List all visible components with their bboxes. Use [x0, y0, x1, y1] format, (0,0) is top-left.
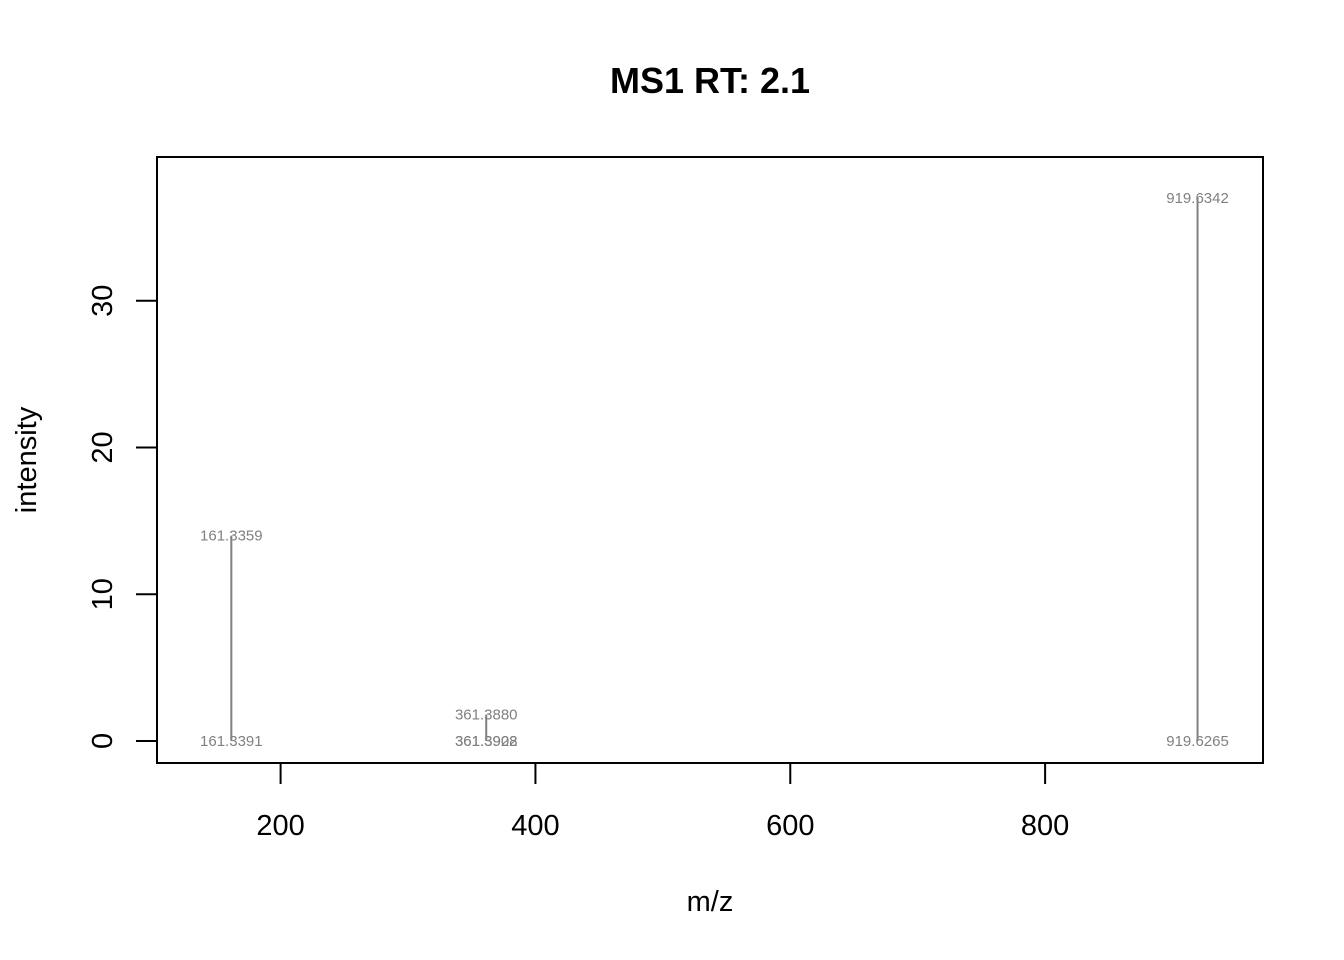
y-tick-label: 30: [87, 285, 119, 317]
y-tick-label: 10: [87, 578, 119, 610]
peak-label: 919.6265: [1166, 733, 1229, 750]
peak-label: 161.3391: [200, 733, 263, 750]
y-tick-label: 20: [87, 431, 119, 463]
x-tick-label: 600: [766, 810, 814, 842]
x-axis: 200 400 600 800: [256, 762, 1069, 842]
peak-label: 361.3928: [455, 733, 518, 750]
peak-label: 361.3880: [455, 707, 518, 724]
peak-label: 361.3902: [455, 733, 518, 750]
peak-label: 919.6342: [1166, 190, 1229, 207]
x-tick-label: 400: [511, 810, 559, 842]
plot-frame: [156, 156, 1264, 764]
y-tick-label: 0: [87, 733, 119, 749]
peak-labels: 161.3359 161.3391 361.3880 361.3928361.3902…: [200, 190, 1229, 750]
y-axis-label: intensity: [11, 406, 43, 513]
peak-label: 161.3359: [200, 528, 263, 545]
y-axis: 0 10 20 30: [87, 285, 158, 749]
x-tick-label: 800: [1021, 810, 1069, 842]
x-tick-label: 200: [256, 810, 304, 842]
peak-sticks: [230, 198, 1199, 741]
x-axis-label: m/z: [687, 886, 734, 918]
chart-title: MS1 RT: 2.1: [610, 60, 810, 101]
